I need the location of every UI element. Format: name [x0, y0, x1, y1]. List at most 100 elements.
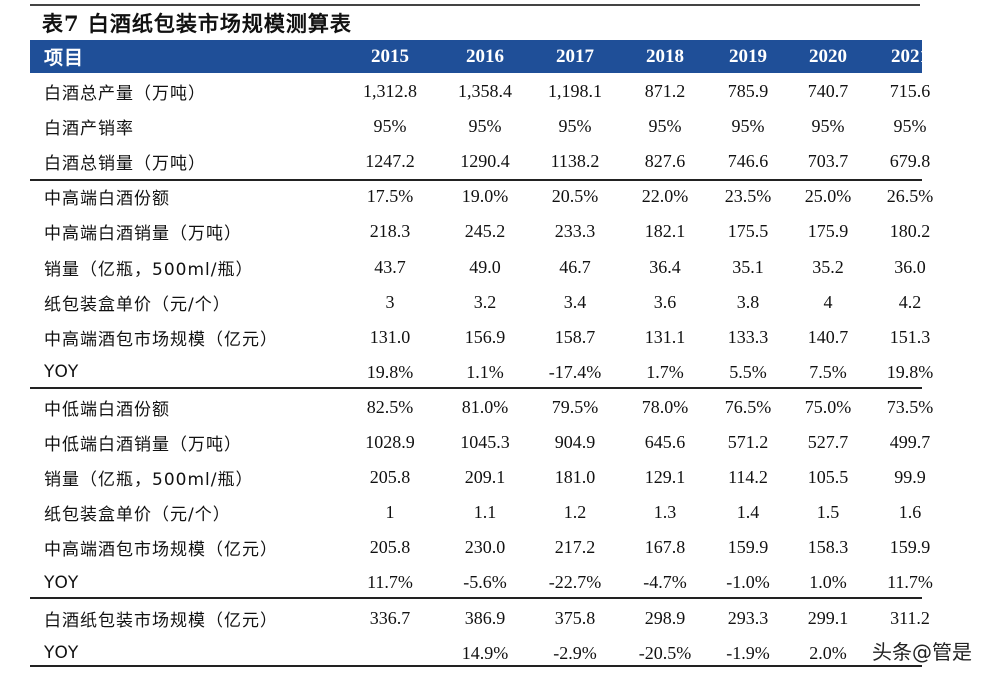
cell-value: 230.0	[464, 537, 506, 558]
cell-value: 1028.9	[365, 432, 415, 452]
cell-value: 180.2	[889, 221, 931, 242]
cell-value: 293.3	[727, 607, 769, 628]
cell-value: 386.9	[464, 607, 506, 628]
cell-value: 23.5%	[724, 186, 772, 207]
cell-value: 19.8%	[366, 361, 414, 382]
cell-value: 26.5%	[886, 186, 934, 207]
row-label: 白酒总产量（万吨）	[44, 84, 206, 104]
cell-value: 3.2	[473, 291, 497, 312]
cell-value: 311.2	[890, 607, 930, 628]
cell-value: 99.9	[894, 467, 926, 488]
cell-value: 1290.4	[460, 151, 510, 172]
cell-value: 2021	[891, 45, 929, 67]
table-row: 白酒纸包装市场规模（亿元） 336.7 386.9 375.8 298.9 293.3 29…	[30, 601, 930, 636]
table-title: 表7 白酒纸包装市场规模测算表	[42, 11, 352, 36]
row-label: 中高端白酒销量（万吨）	[44, 224, 242, 245]
section-divider	[30, 665, 922, 667]
cell-value: 679.8	[889, 151, 931, 172]
cell-value: 740.7	[807, 81, 849, 101]
cell-value: 49.0	[469, 256, 501, 277]
cell-value: 4.2	[898, 291, 922, 312]
cell-value: 78.0%	[641, 396, 689, 417]
cell-value: 2.0%	[809, 642, 847, 663]
header-row: 项目 2015 2016 2017 2018 2019 2020 2021	[30, 40, 929, 73]
cell-value: 375.8	[554, 607, 596, 628]
cell-value: 95%	[731, 116, 765, 137]
cell-value: 133.3	[727, 326, 769, 347]
cell-value: 2019	[729, 45, 767, 67]
table-row: 中高端白酒销量（万吨） 218.3 245.2 233.3 182.1 175.5 175.…	[30, 214, 930, 249]
cell-value: 156.9	[464, 326, 506, 347]
cell-value: 158.3	[807, 537, 849, 558]
row-label: 纸包装盒单价（元/个）	[44, 505, 231, 526]
cell-value: 182.1	[644, 221, 686, 242]
cell-value: 1045.3	[460, 432, 510, 452]
cell-value: 205.8	[369, 467, 411, 488]
cell-value: 35.2	[812, 256, 844, 277]
cell-value: 715.6	[889, 81, 931, 101]
cell-value: 76.5%	[724, 396, 772, 417]
cell-value: 1,198.1	[548, 81, 602, 101]
cell-value: 299.1	[807, 607, 849, 628]
cell-value: 2015	[371, 45, 409, 67]
row-label: 中低端白酒份额	[44, 399, 170, 420]
table-row: 中低端白酒份额 82.5% 81.0% 79.5% 78.0% 76.5% 75.0% 73.…	[30, 390, 933, 425]
cell-value: 245.2	[464, 221, 506, 242]
cell-value: 4	[823, 291, 833, 312]
cell-value: 46.7	[559, 256, 591, 277]
row-label: 销量（亿瓶，500ml/瓶）	[44, 259, 254, 280]
cell-value: 1138.2	[550, 151, 600, 172]
cell-value: 35.1	[732, 256, 764, 277]
cell-value: 95%	[373, 116, 407, 137]
row-label: 白酒产销率	[44, 119, 134, 140]
cell-value: 158.7	[554, 326, 596, 347]
cell-value: 1,312.8	[363, 81, 417, 101]
cell-value: 95%	[648, 116, 682, 137]
table-row: 销量（亿瓶，500ml/瓶） 43.7 49.0 46.7 36.4 35.1 35.2 36…	[30, 250, 926, 285]
cell-value: 36.4	[649, 256, 681, 277]
table-row: 中高端酒包市场规模（亿元） 131.0 156.9 158.7 131.1 133.3 14…	[30, 320, 930, 355]
cell-value: -2.9%	[553, 642, 597, 663]
cell-value: 1.6	[898, 502, 922, 523]
row-label: 白酒纸包装市场规模（亿元）	[44, 610, 278, 631]
cell-value: 703.7	[807, 151, 849, 172]
cell-value: 25.0%	[804, 186, 852, 207]
cell-value: 140.7	[807, 326, 849, 347]
cell-value: 95%	[468, 116, 502, 137]
cell-value: 81.0%	[461, 396, 509, 417]
table-row: 白酒总产量（万吨） 1,312.8 1,358.4 1,198.1 871.2 785.9…	[30, 74, 930, 109]
table-row: 中低端白酒销量（万吨） 1028.9 1045.3 904.9 645.6 571.2 52…	[30, 425, 930, 460]
cell-value: 75.0%	[804, 396, 852, 417]
row-label: 中高端酒包市场规模（亿元）	[44, 540, 278, 561]
cell-value: 571.2	[727, 432, 769, 452]
cell-value: 22.0%	[641, 186, 689, 207]
row-label: 项目	[44, 47, 85, 69]
cell-value: 95%	[558, 116, 592, 137]
table-row: 中高端酒包市场规模（亿元） 205.8 230.0 217.2 167.8 159.9 15…	[30, 530, 930, 565]
table-row: 销量（亿瓶，500ml/瓶） 205.8 209.1 181.0 129.1 114.2 1…	[30, 460, 926, 495]
cell-value: 2016	[466, 45, 504, 67]
cell-value: 645.6	[644, 432, 686, 452]
table-row: YOY 11.7% -5.6% -22.7% -4.7% -1.0% 1.0% 11.7%	[30, 565, 933, 600]
cell-value: 19.8%	[886, 361, 934, 382]
row-label: 销量（亿瓶，500ml/瓶）	[44, 470, 254, 491]
cell-value: 871.2	[644, 81, 686, 101]
cell-value: 298.9	[644, 607, 686, 628]
cell-value: 1.3	[653, 502, 677, 523]
cell-value: 3	[385, 291, 395, 312]
row-label: 白酒总销量（万吨）	[44, 154, 206, 175]
cell-value: 175.5	[727, 221, 769, 242]
cell-value: 2018	[646, 45, 684, 67]
cell-value: -1.0%	[726, 572, 770, 593]
cell-value: 336.7	[369, 607, 411, 628]
cell-value: 3.6	[653, 291, 677, 312]
cell-value: 1,358.4	[458, 81, 512, 101]
cell-value: 129.1	[644, 467, 686, 488]
cell-value: 499.7	[889, 432, 931, 452]
cell-value: 217.2	[554, 537, 596, 558]
row-label: 纸包装盒单价（元/个）	[44, 294, 231, 315]
cell-value: 151.3	[889, 326, 931, 347]
cell-value: 785.9	[727, 81, 769, 101]
cell-value: 82.5%	[366, 396, 414, 417]
top-rule	[30, 4, 920, 6]
